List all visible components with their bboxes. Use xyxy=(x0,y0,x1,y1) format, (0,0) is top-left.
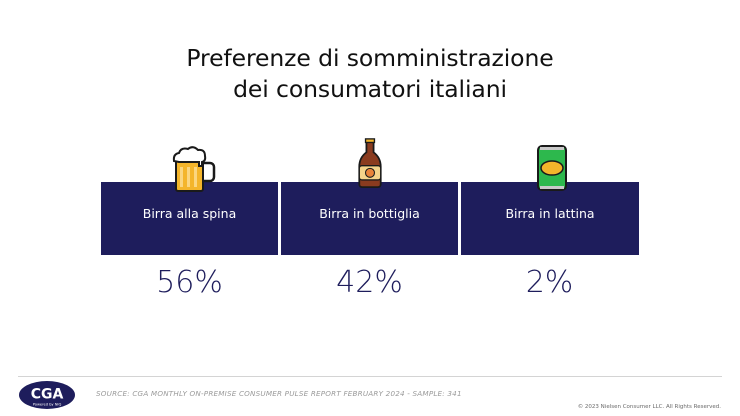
category-label-draft: Birra alla spina xyxy=(142,206,237,221)
category-panel-bottle: Birra in bottiglia xyxy=(281,182,458,255)
beer-mug-icon xyxy=(172,146,216,192)
beer-bottle-icon xyxy=(358,138,382,188)
svg-text:CGA: CGA xyxy=(31,387,64,403)
category-label-can: Birra in lattina xyxy=(505,206,595,221)
chart-title-line-2: dei consumatori italiani xyxy=(233,75,507,103)
copyright-note: © 2023 Nielsen Consumer LLC. All Rights … xyxy=(577,404,721,410)
cga-logo: CGA Powered by NIQ xyxy=(19,381,75,409)
value-can: 2% xyxy=(525,265,574,300)
category-panel-draft: Birra alla spina xyxy=(101,182,278,255)
category-label-bottle: Birra in bottiglia xyxy=(319,206,420,221)
footer-divider xyxy=(18,376,722,377)
beer-can-icon xyxy=(537,145,567,191)
value-bottle: 42% xyxy=(336,265,403,300)
source-note: SOURCE: CGA MONTHLY ON-PREMISE CONSUMER … xyxy=(96,389,462,398)
category-panel-can: Birra in lattina xyxy=(461,182,639,255)
svg-text:Powered by NIQ: Powered by NIQ xyxy=(33,403,62,407)
chart-title: Preferenze di somministrazione dei consu… xyxy=(0,43,740,105)
chart-title-line-1: Preferenze di somministrazione xyxy=(186,44,554,72)
value-draft: 56% xyxy=(156,265,223,300)
